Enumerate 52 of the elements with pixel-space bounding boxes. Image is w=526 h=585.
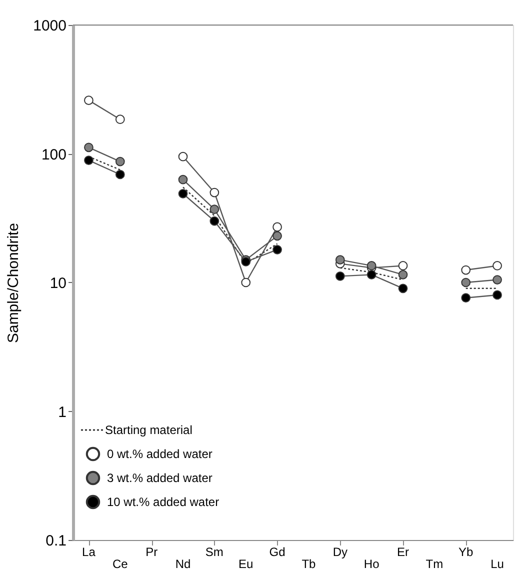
point <box>210 216 220 226</box>
x-tick-label: Er <box>397 545 410 559</box>
y-axis-title: Sample/Chondrite <box>5 222 22 344</box>
point <box>84 156 94 165</box>
x-tick-label: Tb <box>302 557 316 571</box>
y-tick-label: 0.1 <box>46 532 66 550</box>
point <box>178 174 188 184</box>
point <box>461 265 471 275</box>
x-tick-label: La <box>82 545 96 559</box>
point <box>178 188 188 198</box>
point <box>398 261 408 270</box>
point <box>178 152 188 162</box>
point <box>492 290 502 300</box>
point <box>335 255 345 265</box>
point <box>115 170 125 180</box>
point <box>398 284 408 294</box>
point <box>115 156 125 166</box>
legend-label: Starting material <box>105 423 192 437</box>
x-tick-label: Lu <box>490 557 504 571</box>
point <box>210 188 220 198</box>
legend-label: 0 wt.% added water <box>107 447 212 461</box>
legend-label: 3 wt.% added water <box>107 471 212 485</box>
point <box>492 261 502 270</box>
x-tick-label: Eu <box>238 557 254 571</box>
x-tick-label: Sm <box>205 545 224 559</box>
point <box>115 114 125 124</box>
point <box>272 222 282 232</box>
point <box>492 275 502 284</box>
y-tick-label: 10 <box>50 275 66 292</box>
x-tick-label: Tm <box>426 557 444 571</box>
point <box>461 278 471 288</box>
point <box>272 244 282 254</box>
x-tick-label: Pr <box>146 545 158 559</box>
point <box>398 270 408 280</box>
point <box>366 270 376 280</box>
x-tick-label: Ce <box>112 557 128 571</box>
x-tick-label: Dy <box>332 545 348 559</box>
point <box>210 204 220 214</box>
y-tick-label: 1 <box>58 404 66 421</box>
point <box>84 96 94 105</box>
point <box>241 278 251 288</box>
point <box>461 293 471 303</box>
point <box>335 271 345 281</box>
legend-label: 10 wt.% added water <box>107 495 220 509</box>
x-tick-label: Nd <box>175 557 191 571</box>
x-tick-label: Ho <box>364 557 380 571</box>
point <box>272 231 282 241</box>
x-tick-label: Gd <box>269 545 286 559</box>
point <box>84 142 94 152</box>
y-tick-label: 100 <box>41 146 66 164</box>
y-tick-label: 1000 <box>33 18 66 34</box>
x-tick-label: Yb <box>458 545 474 559</box>
